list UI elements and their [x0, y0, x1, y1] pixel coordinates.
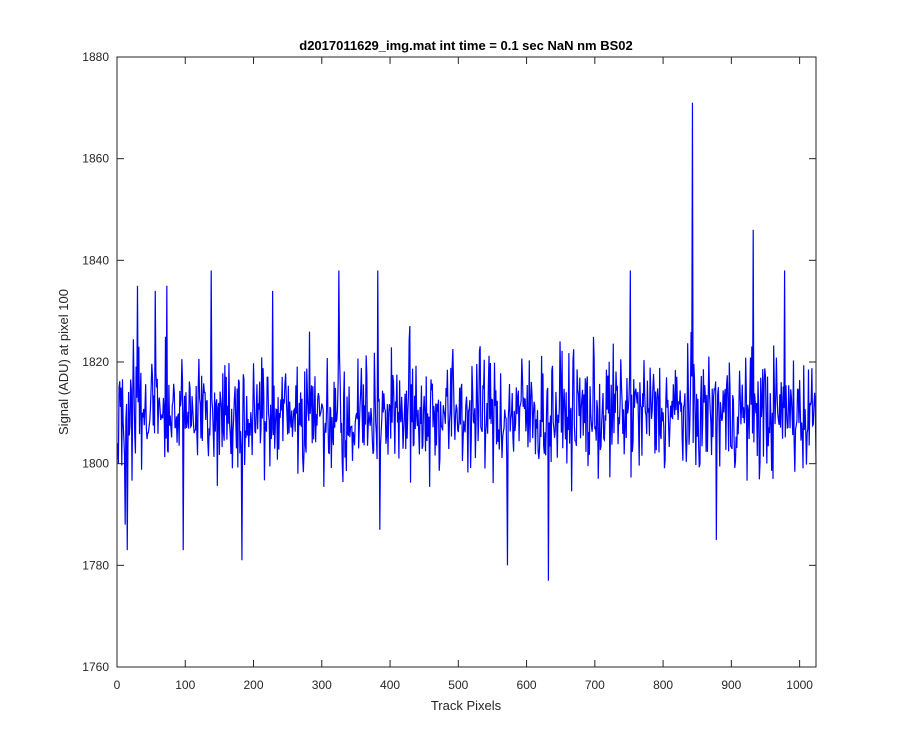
y-tick-label: 1880 [82, 50, 109, 64]
x-tick-label: 400 [380, 678, 400, 692]
ticks-layer: 0 100 200 300 400 500 600 700 800 900 1000 1760 1780… [82, 50, 816, 692]
x-tick-label: 700 [585, 678, 605, 692]
series-line-0 [117, 102, 817, 581]
y-tick-label: 1800 [82, 457, 109, 471]
y-tick-label: 1840 [82, 253, 109, 267]
x-tick-label: 0 [114, 678, 121, 692]
x-tick-label: 1000 [786, 678, 813, 692]
chart-title: d2017011629_img.mat int time = 0.1 sec N… [299, 38, 632, 53]
y-tick-label: 1820 [82, 355, 109, 369]
y-tick-label: 1780 [82, 558, 109, 572]
x-tick-label: 900 [721, 678, 741, 692]
x-tick-label: 500 [448, 678, 468, 692]
plot-background [117, 57, 816, 667]
x-tick-label: 200 [244, 678, 264, 692]
series-layer [117, 102, 817, 581]
x-axis-label: Track Pixels [431, 698, 502, 713]
x-tick-label: 100 [175, 678, 195, 692]
y-axis-label: Signal (ADU) at pixel 100 [56, 289, 71, 435]
y-tick-label: 1860 [82, 152, 109, 166]
y-tick-label: 1760 [82, 660, 109, 674]
x-tick-label: 300 [312, 678, 332, 692]
x-tick-label: 600 [517, 678, 537, 692]
axes-box [116, 56, 817, 668]
x-tick-label: 800 [653, 678, 673, 692]
